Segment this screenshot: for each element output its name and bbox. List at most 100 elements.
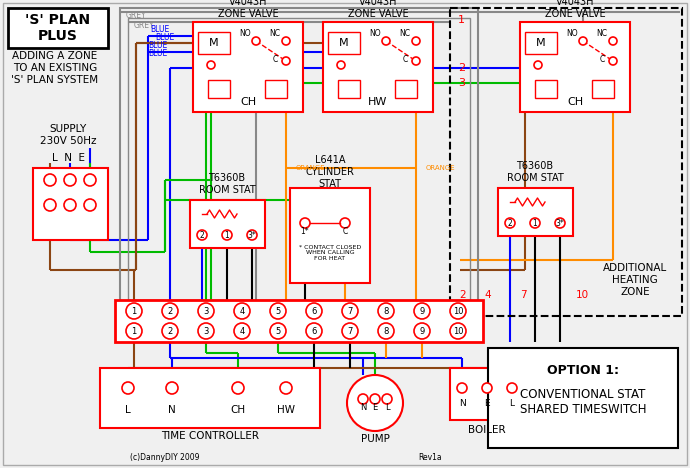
Bar <box>525 32 557 54</box>
Circle shape <box>412 37 420 45</box>
Text: 3*: 3* <box>248 231 257 240</box>
Text: NO: NO <box>239 29 250 38</box>
Text: 5: 5 <box>275 327 281 336</box>
Text: 1: 1 <box>458 15 465 25</box>
Circle shape <box>340 218 350 228</box>
Bar <box>290 188 370 283</box>
Text: HW: HW <box>368 97 388 107</box>
Circle shape <box>342 303 358 319</box>
Text: 10: 10 <box>453 327 463 336</box>
Text: N: N <box>459 398 465 408</box>
Text: 8: 8 <box>384 307 388 315</box>
Circle shape <box>280 382 292 394</box>
Text: E: E <box>373 403 377 412</box>
Text: 'S' PLAN
PLUS: 'S' PLAN PLUS <box>26 13 90 43</box>
Circle shape <box>342 323 358 339</box>
Text: V4043H
ZONE VALVE: V4043H ZONE VALVE <box>348 0 408 19</box>
Text: 5: 5 <box>275 307 281 315</box>
Circle shape <box>197 230 207 240</box>
Text: BLUE: BLUE <box>148 41 167 50</box>
Text: 4: 4 <box>239 307 245 315</box>
Bar <box>8 8 108 48</box>
Text: 3: 3 <box>458 78 465 88</box>
Circle shape <box>247 230 257 240</box>
Circle shape <box>378 323 394 339</box>
Bar <box>198 32 230 54</box>
Text: 2: 2 <box>168 307 172 315</box>
Text: 4: 4 <box>239 327 245 336</box>
Circle shape <box>84 199 96 211</box>
Circle shape <box>378 303 394 319</box>
Text: 3: 3 <box>204 307 208 315</box>
Circle shape <box>232 382 244 394</box>
Text: NO: NO <box>566 29 578 38</box>
Text: 2: 2 <box>508 219 513 227</box>
Circle shape <box>207 61 215 69</box>
Circle shape <box>166 382 178 394</box>
Text: 10: 10 <box>453 307 463 315</box>
Bar <box>323 22 433 112</box>
Text: 2: 2 <box>458 63 465 73</box>
Text: NC: NC <box>270 29 281 38</box>
Circle shape <box>234 303 250 319</box>
Text: CH: CH <box>240 97 256 107</box>
Bar <box>100 368 320 428</box>
Text: 4: 4 <box>484 290 491 300</box>
Text: M: M <box>209 38 219 48</box>
Text: 7: 7 <box>347 307 353 315</box>
Text: HW: HW <box>277 405 295 415</box>
Circle shape <box>162 323 178 339</box>
Bar <box>120 8 478 306</box>
Circle shape <box>126 323 142 339</box>
Text: C: C <box>273 54 277 64</box>
Text: 3*: 3* <box>555 219 564 227</box>
Circle shape <box>555 218 565 228</box>
Circle shape <box>162 303 178 319</box>
Text: 6: 6 <box>311 327 317 336</box>
Circle shape <box>306 323 322 339</box>
Circle shape <box>306 303 322 319</box>
Circle shape <box>530 218 540 228</box>
Text: NO: NO <box>369 29 381 38</box>
Text: TIME CONTROLLER: TIME CONTROLLER <box>161 431 259 441</box>
Text: SUPPLY
230V 50Hz: SUPPLY 230V 50Hz <box>40 124 96 146</box>
Text: C: C <box>402 54 408 64</box>
Circle shape <box>450 323 466 339</box>
Text: CH: CH <box>567 97 583 107</box>
Bar <box>488 348 678 448</box>
Circle shape <box>505 218 515 228</box>
Circle shape <box>507 383 517 393</box>
Text: C: C <box>600 54 604 64</box>
Text: 8: 8 <box>384 327 388 336</box>
Text: 1: 1 <box>131 327 137 336</box>
Bar <box>208 80 230 98</box>
Bar <box>265 80 287 98</box>
Circle shape <box>270 303 286 319</box>
Text: N: N <box>359 403 366 412</box>
Circle shape <box>44 174 56 186</box>
Text: GREY: GREY <box>126 11 146 20</box>
Circle shape <box>198 323 214 339</box>
Circle shape <box>358 394 368 404</box>
Text: 1: 1 <box>131 307 137 315</box>
Text: T6360B
ROOM STAT: T6360B ROOM STAT <box>199 173 255 195</box>
Text: CONVENTIONAL STAT
SHARED TIMESWITCH: CONVENTIONAL STAT SHARED TIMESWITCH <box>520 388 647 416</box>
Text: T6360B
ROOM STAT: T6360B ROOM STAT <box>506 161 563 183</box>
Text: BLUE: BLUE <box>150 25 169 34</box>
Circle shape <box>482 383 492 393</box>
Text: 2: 2 <box>168 327 172 336</box>
Circle shape <box>282 57 290 65</box>
Text: E: E <box>484 398 490 408</box>
Circle shape <box>234 323 250 339</box>
Text: N: N <box>168 405 176 415</box>
Circle shape <box>609 57 617 65</box>
Circle shape <box>64 174 76 186</box>
Text: NC: NC <box>400 29 411 38</box>
Bar <box>128 18 470 300</box>
Circle shape <box>337 61 345 69</box>
Bar <box>190 200 265 248</box>
Text: 6: 6 <box>311 307 317 315</box>
Text: ADDING A ZONE
TO AN EXISTING
'S' PLAN SYSTEM: ADDING A ZONE TO AN EXISTING 'S' PLAN SY… <box>12 51 99 85</box>
Text: ORANGE: ORANGE <box>296 165 326 171</box>
Circle shape <box>457 383 467 393</box>
